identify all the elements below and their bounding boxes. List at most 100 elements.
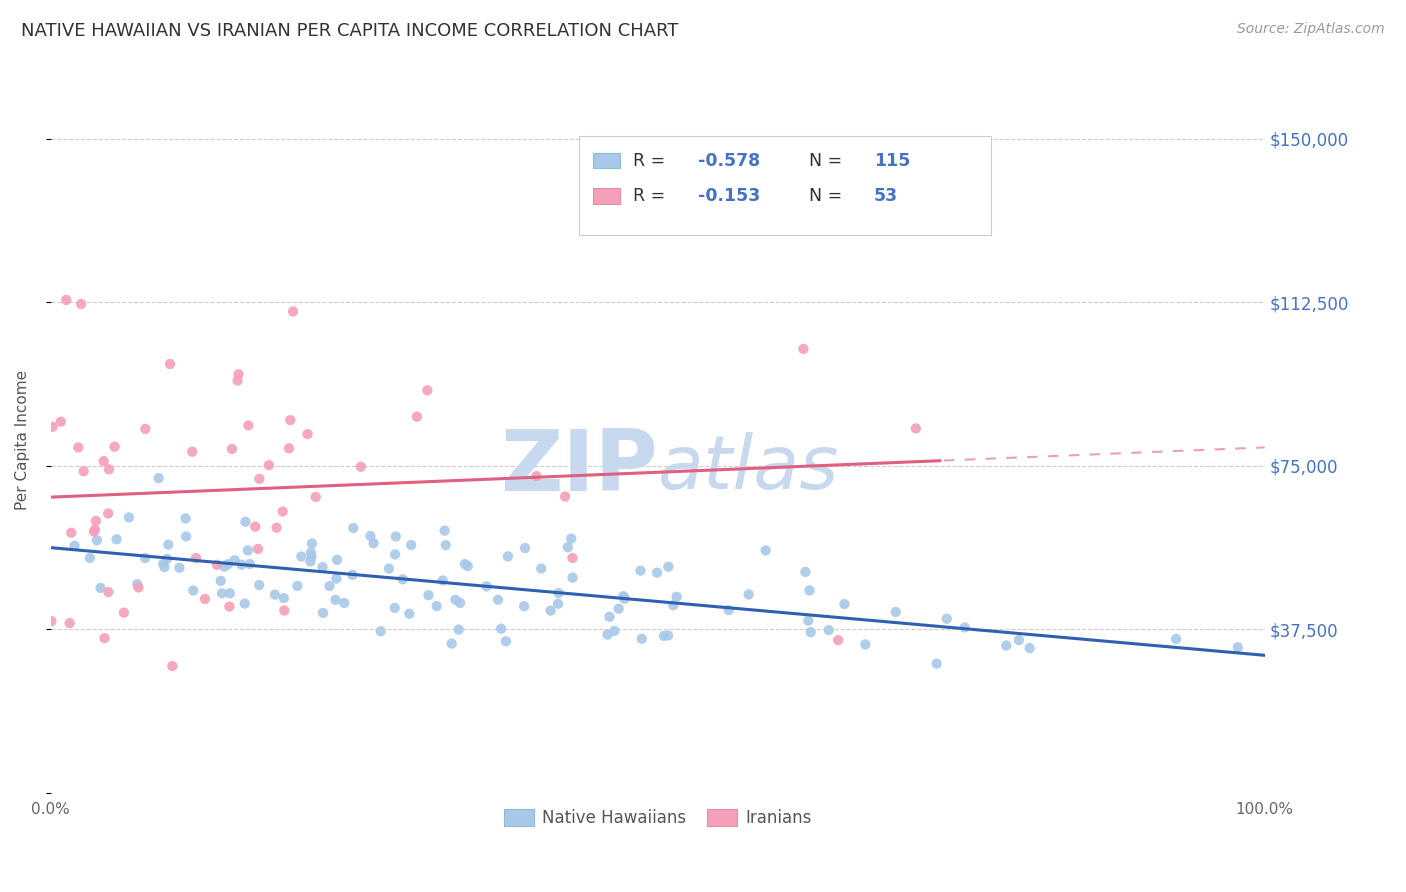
Point — [440, 636, 463, 650]
Point — [1226, 640, 1249, 655]
Point — [247, 578, 270, 592]
Point — [557, 541, 579, 555]
Point — [794, 565, 817, 579]
Point — [513, 541, 536, 555]
Point — [118, 510, 141, 524]
Text: N =: N = — [810, 152, 848, 169]
Point — [218, 599, 240, 614]
Point — [266, 521, 288, 535]
Point — [333, 596, 356, 610]
Point — [1008, 633, 1031, 648]
Point — [86, 533, 108, 548]
Text: atlas: atlas — [658, 432, 839, 504]
Point — [384, 600, 406, 615]
Point — [297, 427, 319, 442]
Point — [384, 530, 406, 544]
Point — [342, 568, 364, 582]
Point — [264, 588, 287, 602]
Point — [70, 297, 93, 311]
Point — [156, 552, 179, 566]
Point — [228, 368, 250, 382]
Point — [233, 597, 256, 611]
Point — [301, 536, 323, 550]
Text: 115: 115 — [873, 152, 910, 169]
Point — [797, 614, 820, 628]
Point — [612, 589, 634, 603]
Point — [41, 419, 63, 434]
Point — [665, 590, 688, 604]
Point — [554, 490, 576, 504]
Point — [904, 421, 927, 435]
Point — [134, 551, 156, 566]
Point — [194, 592, 217, 607]
Text: Source: ZipAtlas.com: Source: ZipAtlas.com — [1237, 22, 1385, 37]
Point — [935, 612, 957, 626]
Point — [305, 490, 328, 504]
Point — [281, 304, 304, 318]
Point — [792, 342, 814, 356]
Text: R =: R = — [634, 152, 671, 169]
Point — [159, 357, 181, 371]
Point — [290, 549, 312, 564]
Point — [630, 632, 652, 646]
Point — [449, 596, 471, 610]
Point — [127, 577, 149, 591]
Point — [112, 606, 135, 620]
Point — [457, 559, 479, 574]
Point — [312, 606, 335, 620]
Point — [418, 588, 440, 602]
Point — [432, 574, 454, 588]
Point — [153, 560, 176, 574]
Point — [67, 441, 90, 455]
Point — [209, 574, 232, 588]
Point — [301, 549, 323, 564]
Point — [342, 521, 364, 535]
Point — [662, 599, 685, 613]
Point — [799, 583, 821, 598]
Point — [953, 620, 976, 634]
Point — [235, 515, 257, 529]
Point — [995, 639, 1018, 653]
Point — [318, 579, 340, 593]
Y-axis label: Per Capita Income: Per Capita Income — [15, 369, 30, 509]
Point — [657, 628, 679, 642]
Point — [60, 525, 83, 540]
Point — [239, 557, 262, 571]
Point — [127, 581, 149, 595]
Point — [271, 504, 294, 518]
Point — [513, 599, 536, 614]
Point — [181, 583, 204, 598]
Point — [406, 409, 429, 424]
Point — [560, 532, 582, 546]
Point — [817, 623, 839, 637]
Point — [299, 545, 322, 559]
Point — [59, 616, 82, 631]
Point — [350, 459, 373, 474]
Point — [454, 557, 477, 571]
Point — [236, 543, 259, 558]
Point — [433, 524, 456, 538]
Point — [97, 585, 120, 599]
Text: N =: N = — [810, 186, 848, 205]
Point — [717, 603, 740, 617]
Point — [93, 454, 115, 468]
Point — [363, 536, 385, 550]
Text: 53: 53 — [873, 186, 898, 205]
Point — [273, 603, 295, 617]
Point — [447, 623, 470, 637]
Point — [63, 539, 86, 553]
Point — [285, 579, 308, 593]
Point — [547, 597, 569, 611]
Point — [84, 514, 107, 528]
Point — [596, 627, 619, 641]
Point — [657, 559, 679, 574]
Point — [97, 507, 120, 521]
Point — [221, 442, 243, 456]
Point — [41, 614, 63, 628]
Point — [103, 440, 125, 454]
Text: R =: R = — [634, 186, 671, 205]
Point — [174, 529, 197, 543]
Point — [416, 384, 439, 398]
Point — [613, 591, 636, 605]
Point — [55, 293, 77, 307]
